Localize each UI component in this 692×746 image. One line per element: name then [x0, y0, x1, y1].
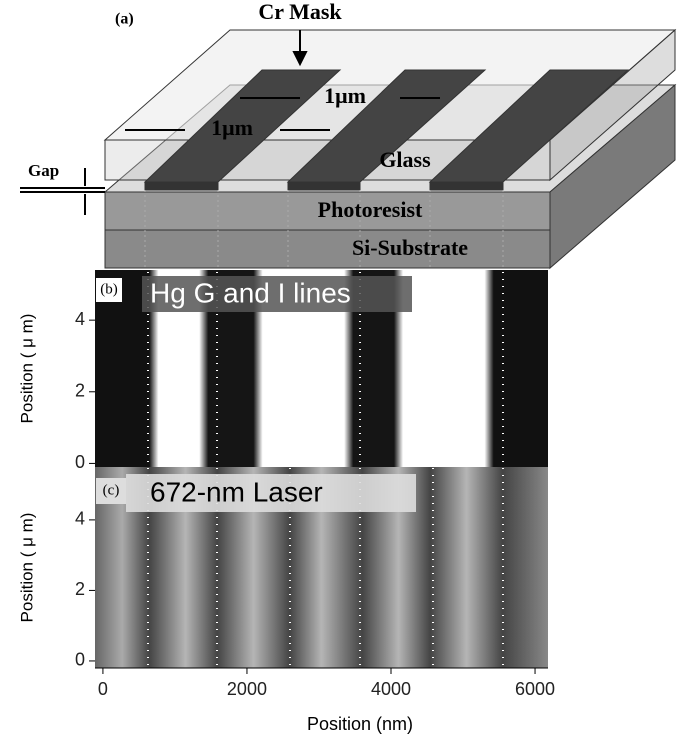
x-axis-label: Position (nm) — [307, 714, 413, 734]
y-tick-label: 2 — [75, 579, 85, 599]
x-tick-label: 2000 — [227, 679, 267, 699]
panel-label: (a) — [115, 11, 134, 28]
cr-edge — [288, 182, 360, 190]
width-label: 1μm — [211, 115, 253, 140]
y-tick-label: 0 — [75, 650, 85, 670]
diagram — [20, 30, 675, 268]
y-tick-label: 2 — [75, 381, 85, 401]
glass-label: Glass — [379, 147, 431, 172]
page: {"diagram":{"panel_label":"(a)","labels"… — [0, 0, 692, 741]
y-axis-label: Position ( μ m) — [17, 513, 36, 623]
x-tick-label: 6000 — [515, 679, 555, 699]
panel-title: 672-nm Laser — [150, 476, 323, 507]
substrate-label: Si-Substrate — [352, 235, 468, 260]
y-tick-label: 4 — [75, 309, 85, 329]
figure: (a) Cr Mask 1μm 1μm Gap Glass Photoresis… — [0, 0, 692, 741]
x-tick-label: 4000 — [371, 679, 411, 699]
y-tick-label: 0 — [75, 452, 85, 472]
cr-mask-label: Cr Mask — [258, 0, 342, 24]
gap-label: Gap — [28, 161, 59, 180]
cr-edge — [430, 182, 503, 190]
panel-label: (c) — [103, 482, 120, 498]
panel-label: (b) — [100, 281, 118, 297]
cr-edge — [145, 182, 218, 190]
y-axis-label: Position ( μ m) — [17, 314, 36, 424]
x-tick-label: 0 — [98, 679, 108, 699]
panel-title: Hg G and I lines — [150, 277, 351, 308]
width-label: 1μm — [324, 83, 366, 108]
y-tick-label: 4 — [75, 509, 85, 529]
photoresist-label: Photoresist — [318, 197, 423, 222]
substrate-front — [105, 230, 550, 268]
